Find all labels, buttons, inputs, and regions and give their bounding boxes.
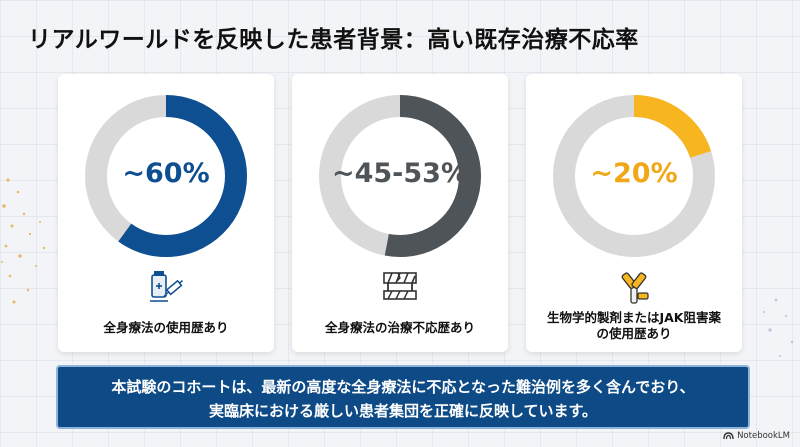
stat-card-treatment-refractory: ~45-53% 全身療法の治療不応歴あり [292,74,508,352]
banner-line-2: 実臨床における厳しい患者集団を正確に反映しています。 [208,402,598,420]
percent-label: ~20% [590,158,678,189]
donut-chart [553,95,715,257]
summary-banner: 本試験のコホートは、最新の高度な全身療法に不応となった難治例を多く含んでおり、 … [56,365,750,429]
stat-card-systemic-history: ~60% 全身療法の使用歴あり [58,74,274,352]
stat-card-biologic-jak: ~20% 生物学的製剤またはJAK阻害薬 の使用歴あり [526,74,742,352]
banner-line-1: 本試験のコホートは、最新の高度な全身療法に不応となった難治例を多く含んでおり、 [111,378,695,396]
syringe-vial-icon [150,271,184,302]
stat-caption: 生物学的製剤またはJAK阻害薬 の使用歴あり [530,310,738,342]
percent-label: ~45-53% [331,158,469,189]
brand-mark: NotebookLM [723,431,790,441]
donut-value-arc [553,95,715,257]
antibody-icon [621,272,649,304]
brand-label: NotebookLM [737,431,790,441]
stat-caption-line-2: の使用歴あり [596,326,672,341]
page-title: リアルワールドを反映した患者背景：高い既存治療不応率 [28,27,639,53]
stat-caption-line-1: 生物学的製剤またはJAK阻害薬 [546,310,721,325]
stat-caption: 全身療法の使用歴あり [103,320,229,335]
stat-caption: 全身療法の治療不応歴あり [324,320,475,335]
donut-value-arc [319,95,481,257]
percent-label: ~60% [122,158,210,189]
donut-value-arc [85,95,247,257]
notebooklm-logo-icon [723,432,734,440]
donut-chart [85,95,247,257]
donut-chart [319,95,481,257]
broken-barrier-icon [383,272,417,300]
